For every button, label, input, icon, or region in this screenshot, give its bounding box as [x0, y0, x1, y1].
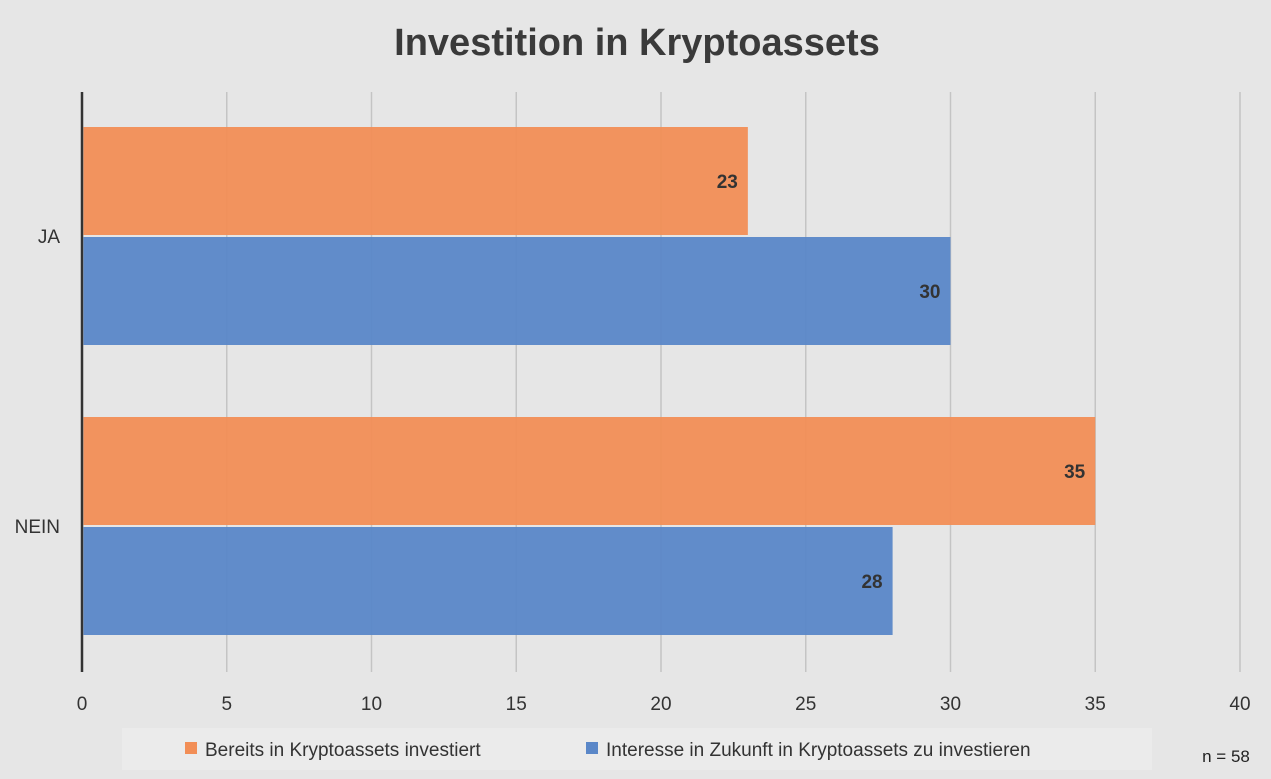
legend: Bereits in Kryptoassets investiert Intere…	[122, 728, 1152, 770]
x-tick-label: 35	[1085, 694, 1106, 715]
data-label: 28	[861, 572, 882, 593]
legend-swatch	[586, 742, 598, 754]
category-labels: JA NEIN	[15, 227, 61, 538]
x-tick-label: 15	[506, 694, 527, 715]
bar-ja-series-1	[83, 237, 951, 345]
data-label: 30	[919, 282, 940, 303]
x-tick-label: 20	[650, 694, 671, 715]
x-axis-ticks: 0 5 10 15 20 25 30 35 40	[77, 694, 1251, 715]
data-label: 35	[1064, 462, 1086, 483]
x-tick-label: 30	[940, 694, 961, 715]
legend-label: Bereits in Kryptoassets investiert	[205, 740, 481, 761]
category-label: JA	[38, 227, 61, 248]
x-tick-label: 25	[795, 694, 816, 715]
x-tick-label: 0	[77, 694, 88, 715]
legend-label: Interesse in Zukunft in Kryptoassets zu …	[606, 740, 1031, 761]
sample-size-note: n = 58	[1202, 747, 1250, 766]
category-label: NEIN	[15, 517, 60, 538]
data-label: 23	[717, 172, 738, 193]
bar-nein-series-1	[83, 527, 893, 635]
x-tick-label: 5	[221, 694, 232, 715]
legend-swatch	[185, 742, 197, 754]
bar-ja-series-0	[83, 127, 748, 235]
bars: 23 30 35 28	[83, 127, 1096, 635]
bar-nein-series-0	[83, 417, 1096, 525]
x-tick-label: 10	[361, 694, 382, 715]
x-tick-label: 40	[1229, 694, 1250, 715]
legend-box	[122, 728, 1152, 770]
chart-title: Investition in Kryptoassets	[394, 22, 880, 64]
